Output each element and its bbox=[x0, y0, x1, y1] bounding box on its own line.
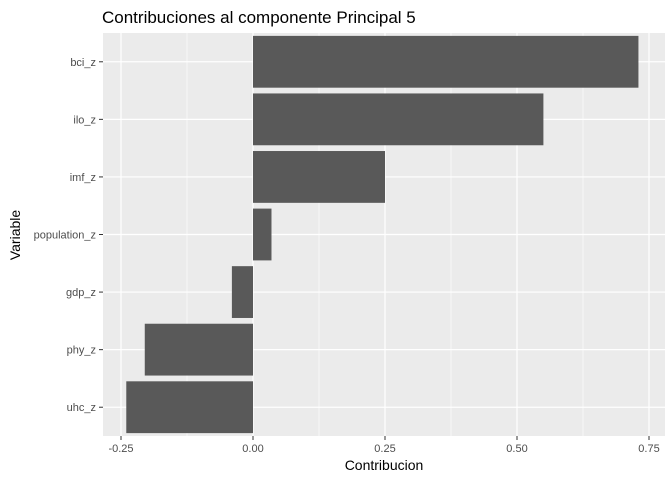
y-tick-label: phy_z bbox=[67, 345, 96, 357]
y-tick-label: uhc_z bbox=[67, 402, 96, 414]
chart-title: Contribuciones al componente Principal 5 bbox=[102, 8, 416, 27]
bar-imf_z bbox=[253, 151, 385, 203]
bar-bci_z bbox=[253, 35, 639, 88]
x-axis-ticks: -0.25 0.00 0.25 0.50 0.75 bbox=[108, 436, 660, 455]
bar-population_z bbox=[253, 208, 272, 261]
y-tick-label: imf_z bbox=[70, 172, 96, 184]
y-tick-label: bci_z bbox=[70, 57, 96, 69]
x-tick-label: 0.25 bbox=[374, 443, 395, 455]
x-axis-title: Contribucion bbox=[345, 457, 424, 473]
bar-ilo_z bbox=[253, 93, 544, 146]
x-tick-label: 0.50 bbox=[506, 443, 527, 455]
x-tick-label: 0.75 bbox=[638, 443, 659, 455]
y-axis-title: Variable bbox=[7, 210, 23, 261]
y-axis-ticks: bci_z ilo_z imf_z population_z gdp_z phy_zuhc… bbox=[34, 57, 103, 414]
y-tick-label: population_z bbox=[34, 230, 96, 242]
bar-gdp_z bbox=[231, 266, 253, 318]
x-tick-label: 0.00 bbox=[242, 443, 263, 455]
bar-uhc_z bbox=[126, 381, 253, 434]
x-tick-label: -0.25 bbox=[108, 443, 133, 455]
bars bbox=[126, 35, 639, 434]
y-tick-label: gdp_z bbox=[66, 287, 96, 299]
bar-phy_z bbox=[144, 323, 253, 376]
y-tick-label: ilo_z bbox=[73, 114, 96, 126]
